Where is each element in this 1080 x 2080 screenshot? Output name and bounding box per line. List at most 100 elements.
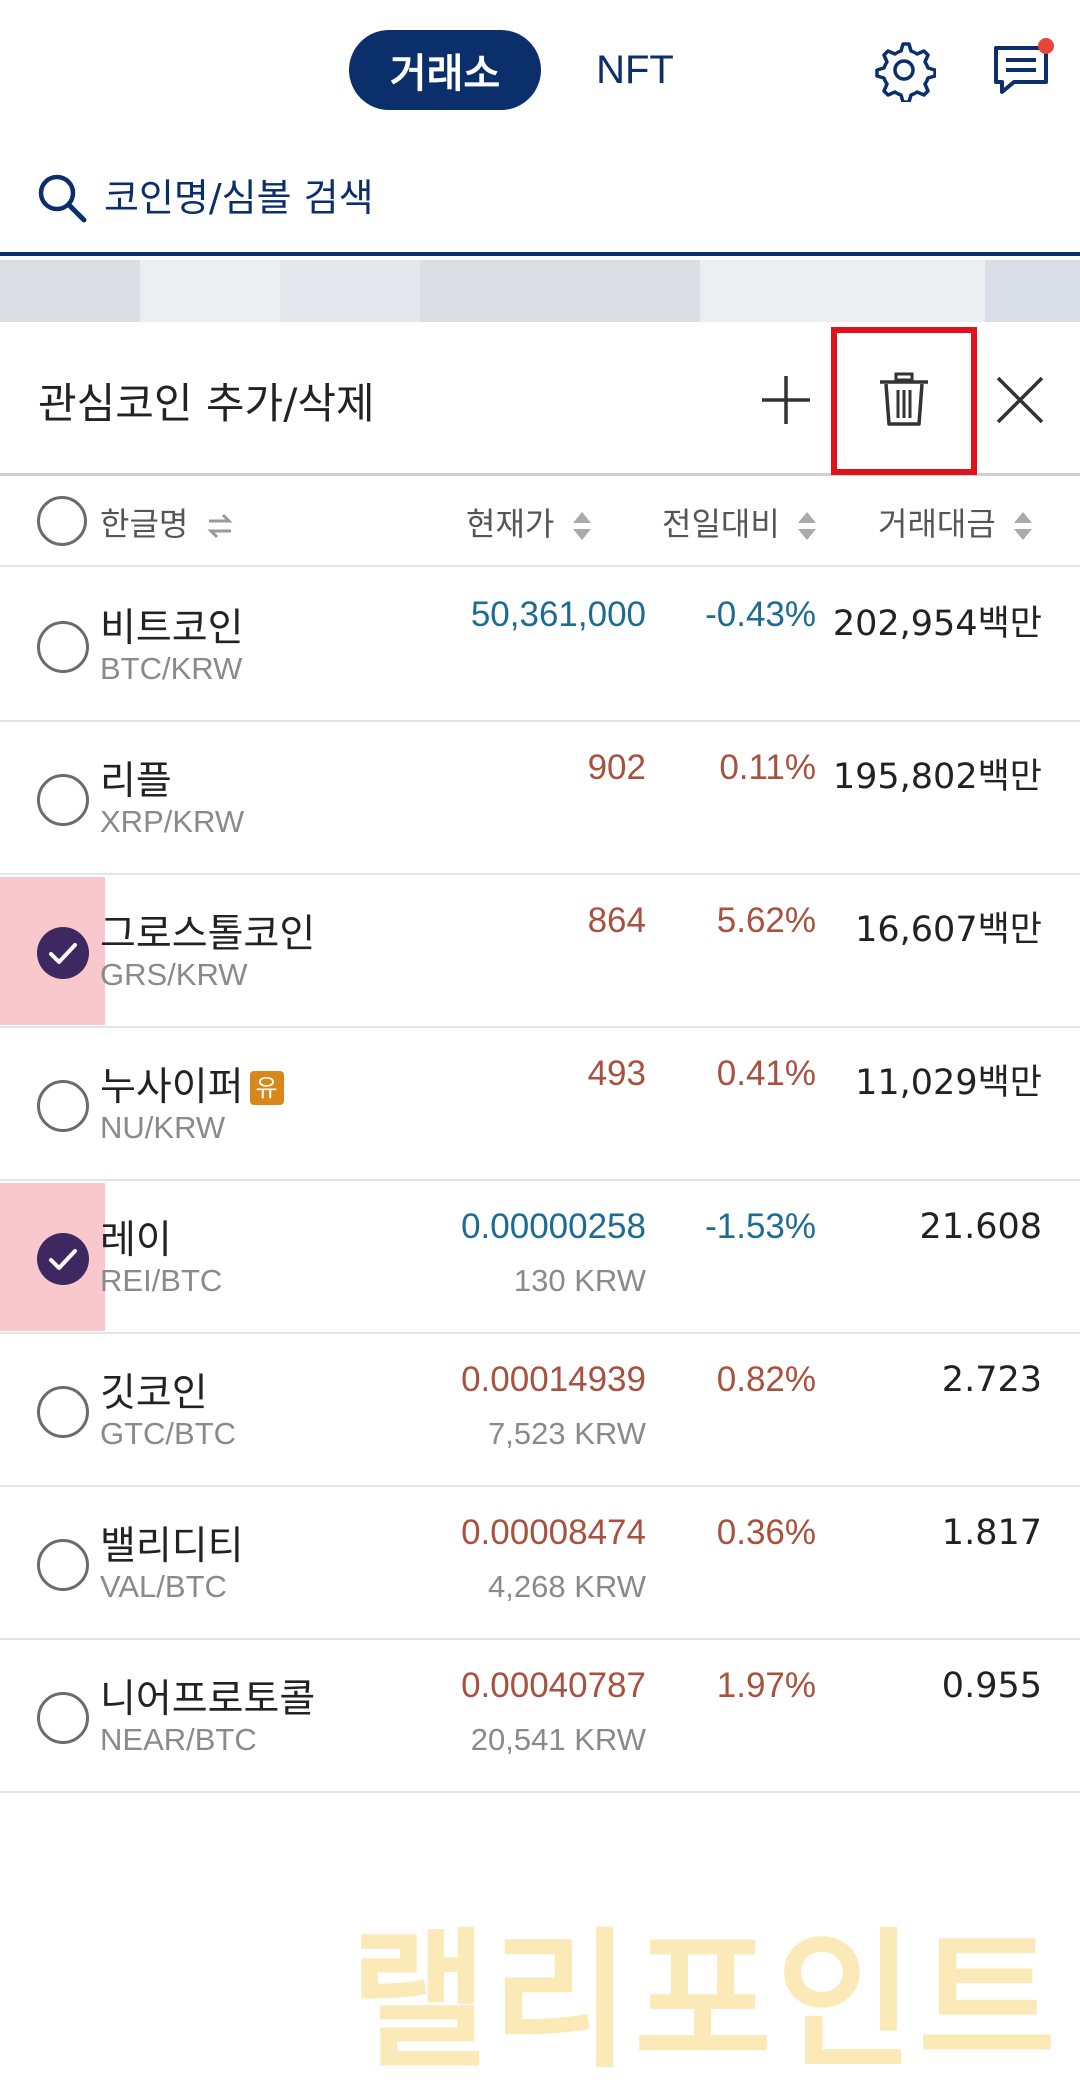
- highlight-box: [831, 327, 977, 475]
- column-name-label: 한글명: [100, 505, 189, 543]
- column-volume-label: 거래대금: [878, 505, 996, 543]
- row-checkbox[interactable]: [37, 621, 89, 673]
- column-change[interactable]: 전일대비: [662, 499, 818, 545]
- gear-icon[interactable]: [872, 38, 937, 104]
- coin-name: 리플: [100, 750, 172, 806]
- coin-symbol: XRP/KRW: [100, 804, 245, 839]
- coin-change: 0.82%: [716, 1360, 816, 1399]
- row-checkbox[interactable]: [37, 1692, 89, 1744]
- column-price[interactable]: 현재가: [466, 499, 593, 545]
- coin-volume: 2.723: [941, 1360, 1042, 1400]
- search-icon: [36, 172, 88, 224]
- coin-name-text: 레이: [100, 1218, 172, 1263]
- delete-button[interactable]: [874, 370, 934, 430]
- coin-change: -1.53%: [705, 1207, 816, 1246]
- panel-title: 관심코인 추가/삭제: [38, 379, 375, 428]
- coin-price-krw: 4,268 KRW: [488, 1569, 646, 1604]
- coin-name: 밸리디티: [100, 1515, 244, 1571]
- coin-price: 864: [587, 901, 646, 940]
- coin-change: 0.41%: [716, 1054, 816, 1093]
- coin-name: 니어프로토콜: [100, 1668, 315, 1724]
- search-input[interactable]: [104, 168, 1004, 228]
- watermark: 랠리포인트: [350, 1915, 1061, 2080]
- row-checkbox[interactable]: [37, 774, 89, 826]
- coin-symbol: BTC/KRW: [100, 651, 243, 686]
- coin-name: 그로스톨코인: [100, 903, 315, 959]
- coin-symbol: GTC/BTC: [100, 1416, 237, 1451]
- coin-change: 0.36%: [716, 1513, 816, 1552]
- coin-name-text: 깃코인: [100, 1371, 208, 1416]
- coin-price: 0.00040787: [461, 1666, 646, 1705]
- search-bar: [0, 140, 1080, 256]
- checkmark-icon: [49, 943, 77, 964]
- coin-price: 902: [587, 748, 646, 787]
- coin-change: 1.97%: [716, 1666, 816, 1705]
- coin-volume: 11,029백만: [855, 1063, 1042, 1103]
- swap-icon: [206, 513, 233, 539]
- column-change-label: 전일대비: [662, 505, 780, 543]
- sort-icon: [572, 512, 591, 540]
- column-price-label: 현재가: [466, 505, 555, 543]
- row-checkbox[interactable]: [37, 1233, 89, 1285]
- row-checkbox[interactable]: [37, 1080, 89, 1132]
- coin-symbol: REI/BTC: [100, 1263, 223, 1298]
- coin-row[interactable]: 누사이퍼 유 NU/KRW 493 0.41% 11,029백만: [0, 1028, 1080, 1181]
- close-icon: [996, 376, 1044, 424]
- plus-icon: [762, 376, 810, 424]
- coin-row[interactable]: 리플 XRP/KRW 902 0.11% 195,802백만: [0, 722, 1080, 875]
- checkmark-icon: [49, 1249, 77, 1270]
- coin-price-krw: 130 KRW: [513, 1263, 646, 1298]
- sort-icon: [797, 512, 816, 540]
- coin-symbol: NEAR/BTC: [100, 1722, 257, 1757]
- blurred-banner: [0, 260, 1080, 322]
- coin-price: 0.00000258: [461, 1207, 646, 1246]
- coin-name-text: 밸리디티: [100, 1524, 244, 1569]
- top-bar: 거래소 NFT: [0, 0, 1080, 140]
- add-coin-button[interactable]: [756, 370, 816, 430]
- coin-name: 비트코인: [100, 597, 244, 653]
- coin-name-text: 누사이퍼: [100, 1065, 244, 1110]
- row-checkbox[interactable]: [37, 927, 89, 979]
- coin-symbol: NU/KRW: [100, 1110, 226, 1145]
- coin-row[interactable]: 니어프로토콜 NEAR/BTC 0.00040787 20,541 KRW 1.…: [0, 1640, 1080, 1793]
- coin-price-krw: 7,523 KRW: [488, 1416, 646, 1451]
- column-volume[interactable]: 거래대금: [878, 499, 1034, 545]
- coin-change: 0.11%: [719, 748, 816, 787]
- watchlist-edit-header: 관심코인 추가/삭제: [0, 322, 1080, 476]
- row-checkbox[interactable]: [37, 1539, 89, 1591]
- coin-name: 누사이퍼 유: [100, 1056, 284, 1112]
- select-all-checkbox[interactable]: [37, 496, 87, 546]
- notification-dot: [1038, 38, 1054, 54]
- coin-row[interactable]: 레이 REI/BTC 0.00000258 130 KRW -1.53% 21.…: [0, 1181, 1080, 1334]
- close-button[interactable]: [990, 370, 1050, 430]
- sort-icon: [1013, 512, 1032, 540]
- coin-symbol: GRS/KRW: [100, 957, 248, 992]
- coin-name-text: 리플: [100, 759, 172, 804]
- caution-badge: 유: [249, 1071, 284, 1105]
- trash-icon: [880, 372, 928, 426]
- coin-symbol: VAL/BTC: [100, 1569, 227, 1604]
- coin-price: 50,361,000: [470, 595, 646, 634]
- coin-price: 0.00008474: [461, 1513, 646, 1552]
- coin-name-text: 니어프로토콜: [100, 1677, 316, 1722]
- coin-volume: 202,954백만: [832, 604, 1042, 644]
- coin-row[interactable]: 비트코인 BTC/KRW 50,361,000 -0.43% 202,954백만: [0, 569, 1080, 722]
- coin-row[interactable]: 깃코인 GTC/BTC 0.00014939 7,523 KRW 0.82% 2…: [0, 1334, 1080, 1487]
- coin-volume: 195,802백만: [832, 757, 1042, 797]
- coin-price: 493: [587, 1054, 646, 1093]
- coin-volume: 16,607백만: [855, 910, 1042, 950]
- tab-exchange[interactable]: 거래소: [349, 30, 541, 110]
- tab-nft[interactable]: NFT: [596, 47, 674, 92]
- coin-row[interactable]: 그로스톨코인 GRS/KRW 864 5.62% 16,607백만: [0, 875, 1080, 1028]
- coin-name-text: 비트코인: [100, 606, 244, 651]
- column-name[interactable]: 한글명: [100, 499, 235, 545]
- column-header: 한글명 현재가 전일대비 거래대금: [0, 477, 1080, 567]
- coin-volume: 0.955: [941, 1666, 1042, 1706]
- coin-row[interactable]: 밸리디티 VAL/BTC 0.00008474 4,268 KRW 0.36% …: [0, 1487, 1080, 1640]
- coin-volume: 1.817: [941, 1513, 1042, 1553]
- coin-name: 깃코인: [100, 1362, 208, 1418]
- row-checkbox[interactable]: [37, 1386, 89, 1438]
- coin-change: 5.62%: [716, 901, 816, 940]
- coin-price-krw: 20,541 KRW: [470, 1722, 646, 1757]
- coin-change: -0.43%: [705, 595, 816, 634]
